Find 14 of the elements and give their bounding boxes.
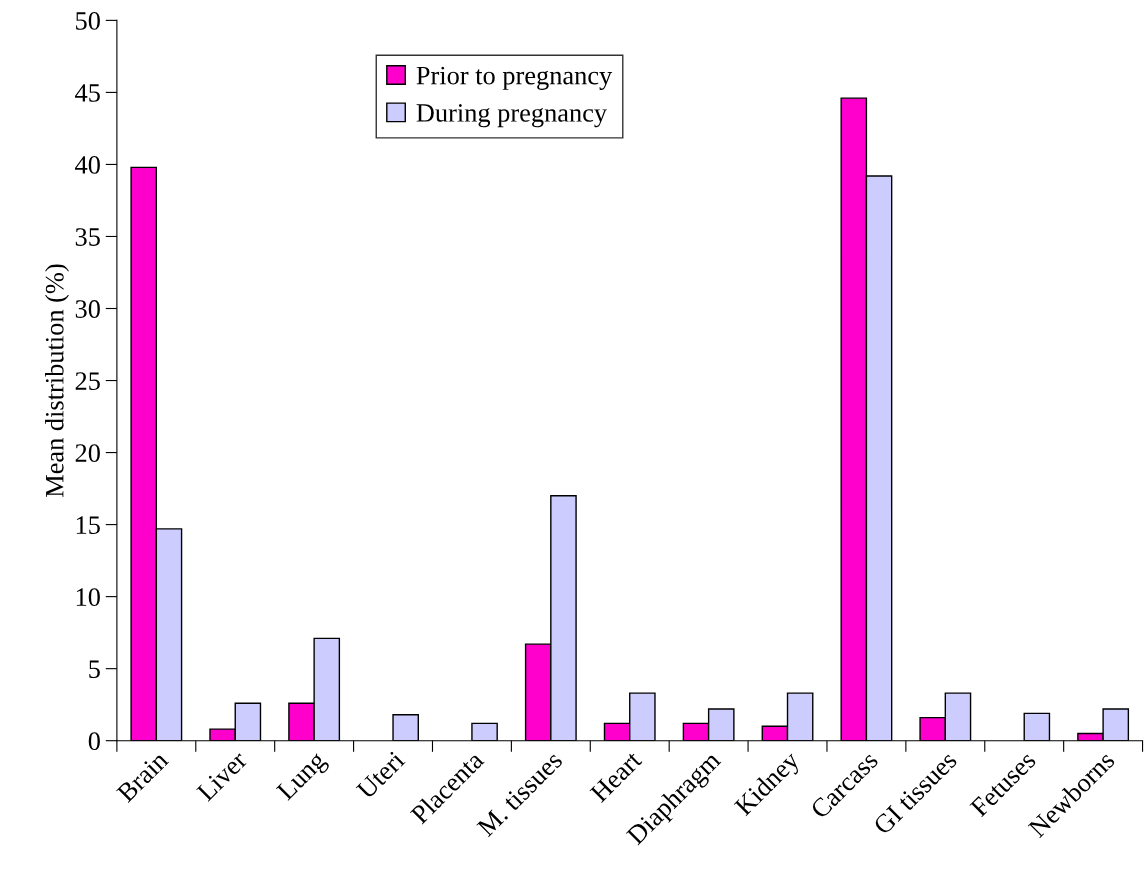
y-tick-label: 50	[76, 11, 100, 30]
y-tick-label: 25	[75, 372, 100, 390]
y-tick-label: 10	[76, 588, 100, 607]
legend-label: During pregnancy	[416, 104, 607, 128]
y-tick-label: 30	[75, 300, 100, 318]
y-tick-label: 5	[89, 660, 100, 679]
y-tick-label: 45	[75, 84, 100, 102]
y-tick-label: 20	[75, 444, 100, 462]
y-tick-label: 0	[88, 732, 100, 751]
y-tick-label: 35	[75, 228, 100, 246]
y-axis-title: Mean distribution (%)	[45, 264, 69, 498]
y-tick-label: 15	[76, 516, 100, 535]
legend-label: Prior to pregnancy	[416, 66, 613, 90]
y-tick-label: 40	[75, 156, 100, 174]
